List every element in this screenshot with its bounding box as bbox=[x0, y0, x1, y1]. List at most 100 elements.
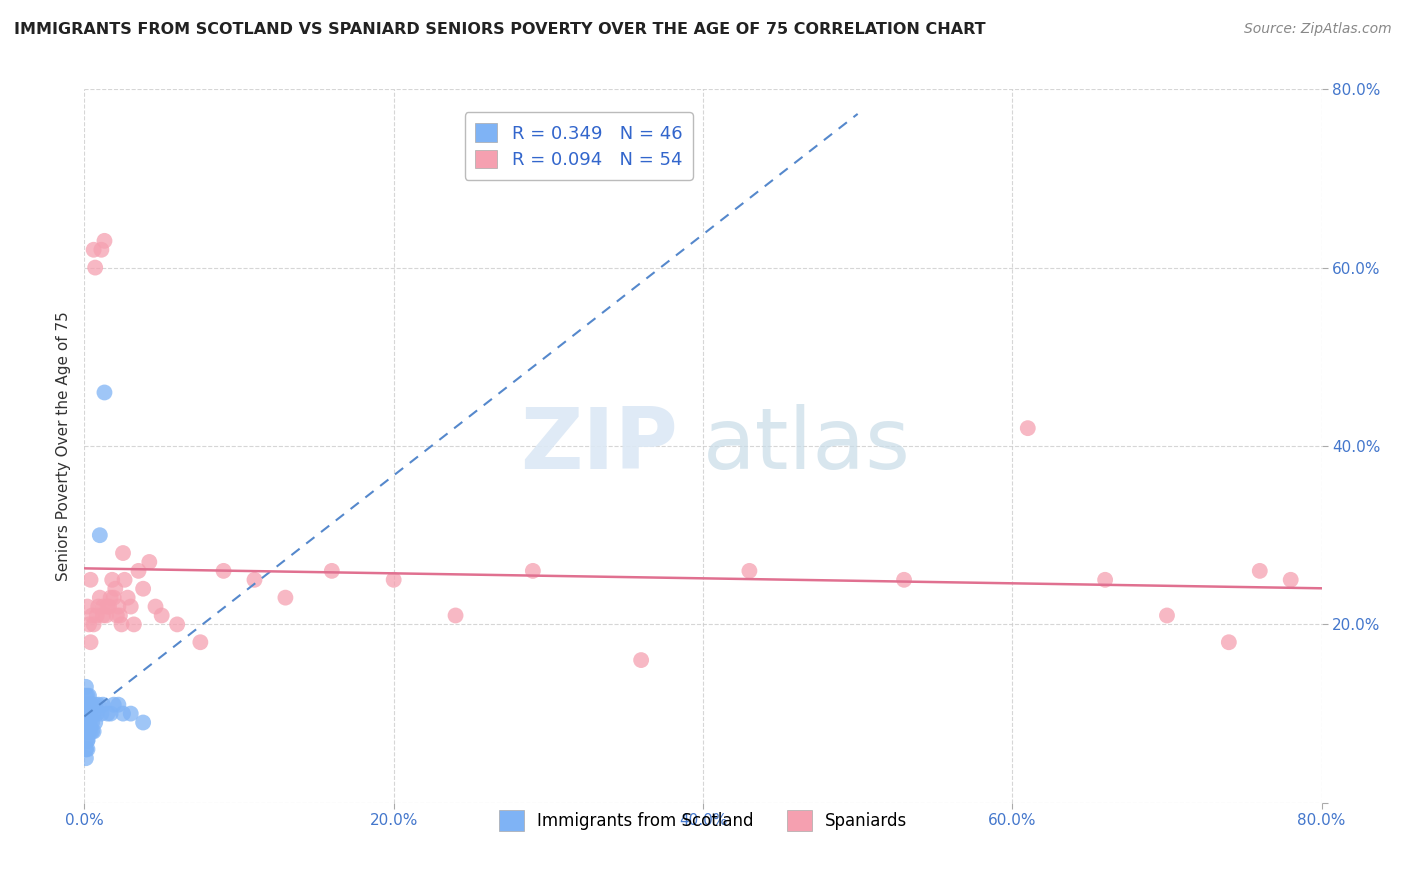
Point bbox=[77, 689, 100, 703]
Text: atlas: atlas bbox=[703, 404, 911, 488]
Point bbox=[117, 591, 139, 605]
Point bbox=[77, 706, 100, 721]
Point bbox=[1094, 573, 1116, 587]
Point bbox=[1218, 635, 1240, 649]
Point bbox=[84, 715, 107, 730]
Point bbox=[150, 608, 173, 623]
Point bbox=[77, 715, 100, 730]
Point bbox=[105, 608, 128, 623]
Point bbox=[101, 573, 124, 587]
Point bbox=[120, 706, 142, 721]
Point bbox=[77, 724, 100, 739]
Point bbox=[82, 608, 104, 623]
Point bbox=[96, 706, 118, 721]
Point bbox=[738, 564, 761, 578]
Point bbox=[138, 555, 160, 569]
Point bbox=[76, 706, 98, 721]
Point bbox=[93, 234, 115, 248]
Point bbox=[243, 573, 266, 587]
Point bbox=[83, 617, 105, 632]
Point bbox=[89, 591, 111, 605]
Point bbox=[96, 599, 118, 614]
Point bbox=[112, 706, 135, 721]
Point bbox=[75, 689, 97, 703]
Y-axis label: Seniors Poverty Over the Age of 75: Seniors Poverty Over the Age of 75 bbox=[56, 311, 72, 581]
Point bbox=[112, 546, 135, 560]
Point bbox=[77, 698, 100, 712]
Point bbox=[1156, 608, 1178, 623]
Point bbox=[1279, 573, 1302, 587]
Point bbox=[103, 698, 125, 712]
Point bbox=[82, 715, 104, 730]
Point bbox=[76, 599, 98, 614]
Point bbox=[87, 698, 110, 712]
Point bbox=[382, 573, 405, 587]
Point bbox=[79, 724, 101, 739]
Point bbox=[77, 617, 100, 632]
Point bbox=[127, 564, 149, 578]
Text: IMMIGRANTS FROM SCOTLAND VS SPANIARD SENIORS POVERTY OVER THE AGE OF 75 CORRELAT: IMMIGRANTS FROM SCOTLAND VS SPANIARD SEN… bbox=[14, 22, 986, 37]
Point bbox=[522, 564, 544, 578]
Point bbox=[75, 715, 97, 730]
Point bbox=[75, 742, 97, 756]
Point bbox=[76, 698, 98, 712]
Point bbox=[274, 591, 297, 605]
Point bbox=[104, 582, 127, 596]
Point bbox=[75, 751, 97, 765]
Point bbox=[79, 573, 101, 587]
Point bbox=[93, 385, 115, 400]
Legend: Immigrants from Scotland, Spaniards: Immigrants from Scotland, Spaniards bbox=[492, 804, 914, 838]
Point bbox=[108, 608, 131, 623]
Point bbox=[132, 582, 155, 596]
Point bbox=[91, 599, 114, 614]
Point bbox=[103, 591, 125, 605]
Point bbox=[1017, 421, 1039, 435]
Point bbox=[76, 715, 98, 730]
Point bbox=[83, 706, 105, 721]
Text: ZIP: ZIP bbox=[520, 404, 678, 488]
Point bbox=[122, 617, 145, 632]
Point bbox=[91, 608, 114, 623]
Point bbox=[75, 742, 97, 756]
Point bbox=[166, 617, 188, 632]
Text: Source: ZipAtlas.com: Source: ZipAtlas.com bbox=[1244, 22, 1392, 37]
Point bbox=[79, 715, 101, 730]
Point bbox=[212, 564, 235, 578]
Point bbox=[82, 698, 104, 712]
Point bbox=[94, 608, 117, 623]
Point bbox=[76, 733, 98, 747]
Point bbox=[84, 260, 107, 275]
Point bbox=[79, 706, 101, 721]
Point bbox=[100, 591, 122, 605]
Point bbox=[100, 706, 122, 721]
Point bbox=[76, 742, 98, 756]
Point bbox=[79, 635, 101, 649]
Point bbox=[188, 635, 211, 649]
Point bbox=[114, 573, 136, 587]
Point bbox=[120, 599, 142, 614]
Point bbox=[89, 528, 111, 542]
Point bbox=[90, 243, 112, 257]
Point bbox=[86, 608, 108, 623]
Point bbox=[98, 599, 121, 614]
Point bbox=[132, 715, 155, 730]
Point bbox=[107, 698, 129, 712]
Point bbox=[1249, 564, 1271, 578]
Point bbox=[75, 706, 97, 721]
Point bbox=[86, 706, 108, 721]
Point bbox=[75, 724, 97, 739]
Point bbox=[76, 724, 98, 739]
Point bbox=[84, 698, 107, 712]
Point bbox=[110, 617, 132, 632]
Point bbox=[75, 733, 97, 747]
Point bbox=[83, 243, 105, 257]
Point bbox=[893, 573, 915, 587]
Point bbox=[107, 599, 129, 614]
Point bbox=[75, 698, 97, 712]
Point bbox=[76, 689, 98, 703]
Point bbox=[87, 599, 110, 614]
Point bbox=[76, 733, 98, 747]
Point bbox=[321, 564, 343, 578]
Point bbox=[630, 653, 652, 667]
Point bbox=[91, 698, 114, 712]
